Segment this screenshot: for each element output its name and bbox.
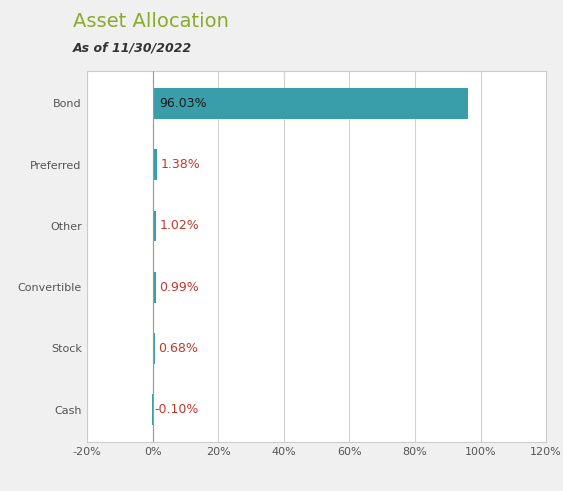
Text: 1.38%: 1.38%: [160, 158, 200, 171]
Bar: [153, 211, 156, 241]
Bar: [153, 88, 467, 119]
Text: 0.99%: 0.99%: [159, 281, 199, 294]
Bar: [153, 272, 156, 302]
Text: 0.68%: 0.68%: [158, 342, 198, 355]
Text: -0.10%: -0.10%: [154, 403, 199, 416]
Text: 1.02%: 1.02%: [159, 219, 199, 232]
Text: 96.03%: 96.03%: [159, 97, 207, 110]
Bar: [153, 149, 157, 180]
Bar: [153, 333, 155, 364]
Text: As of 11/30/2022: As of 11/30/2022: [73, 42, 193, 55]
Text: Asset Allocation: Asset Allocation: [73, 12, 229, 31]
